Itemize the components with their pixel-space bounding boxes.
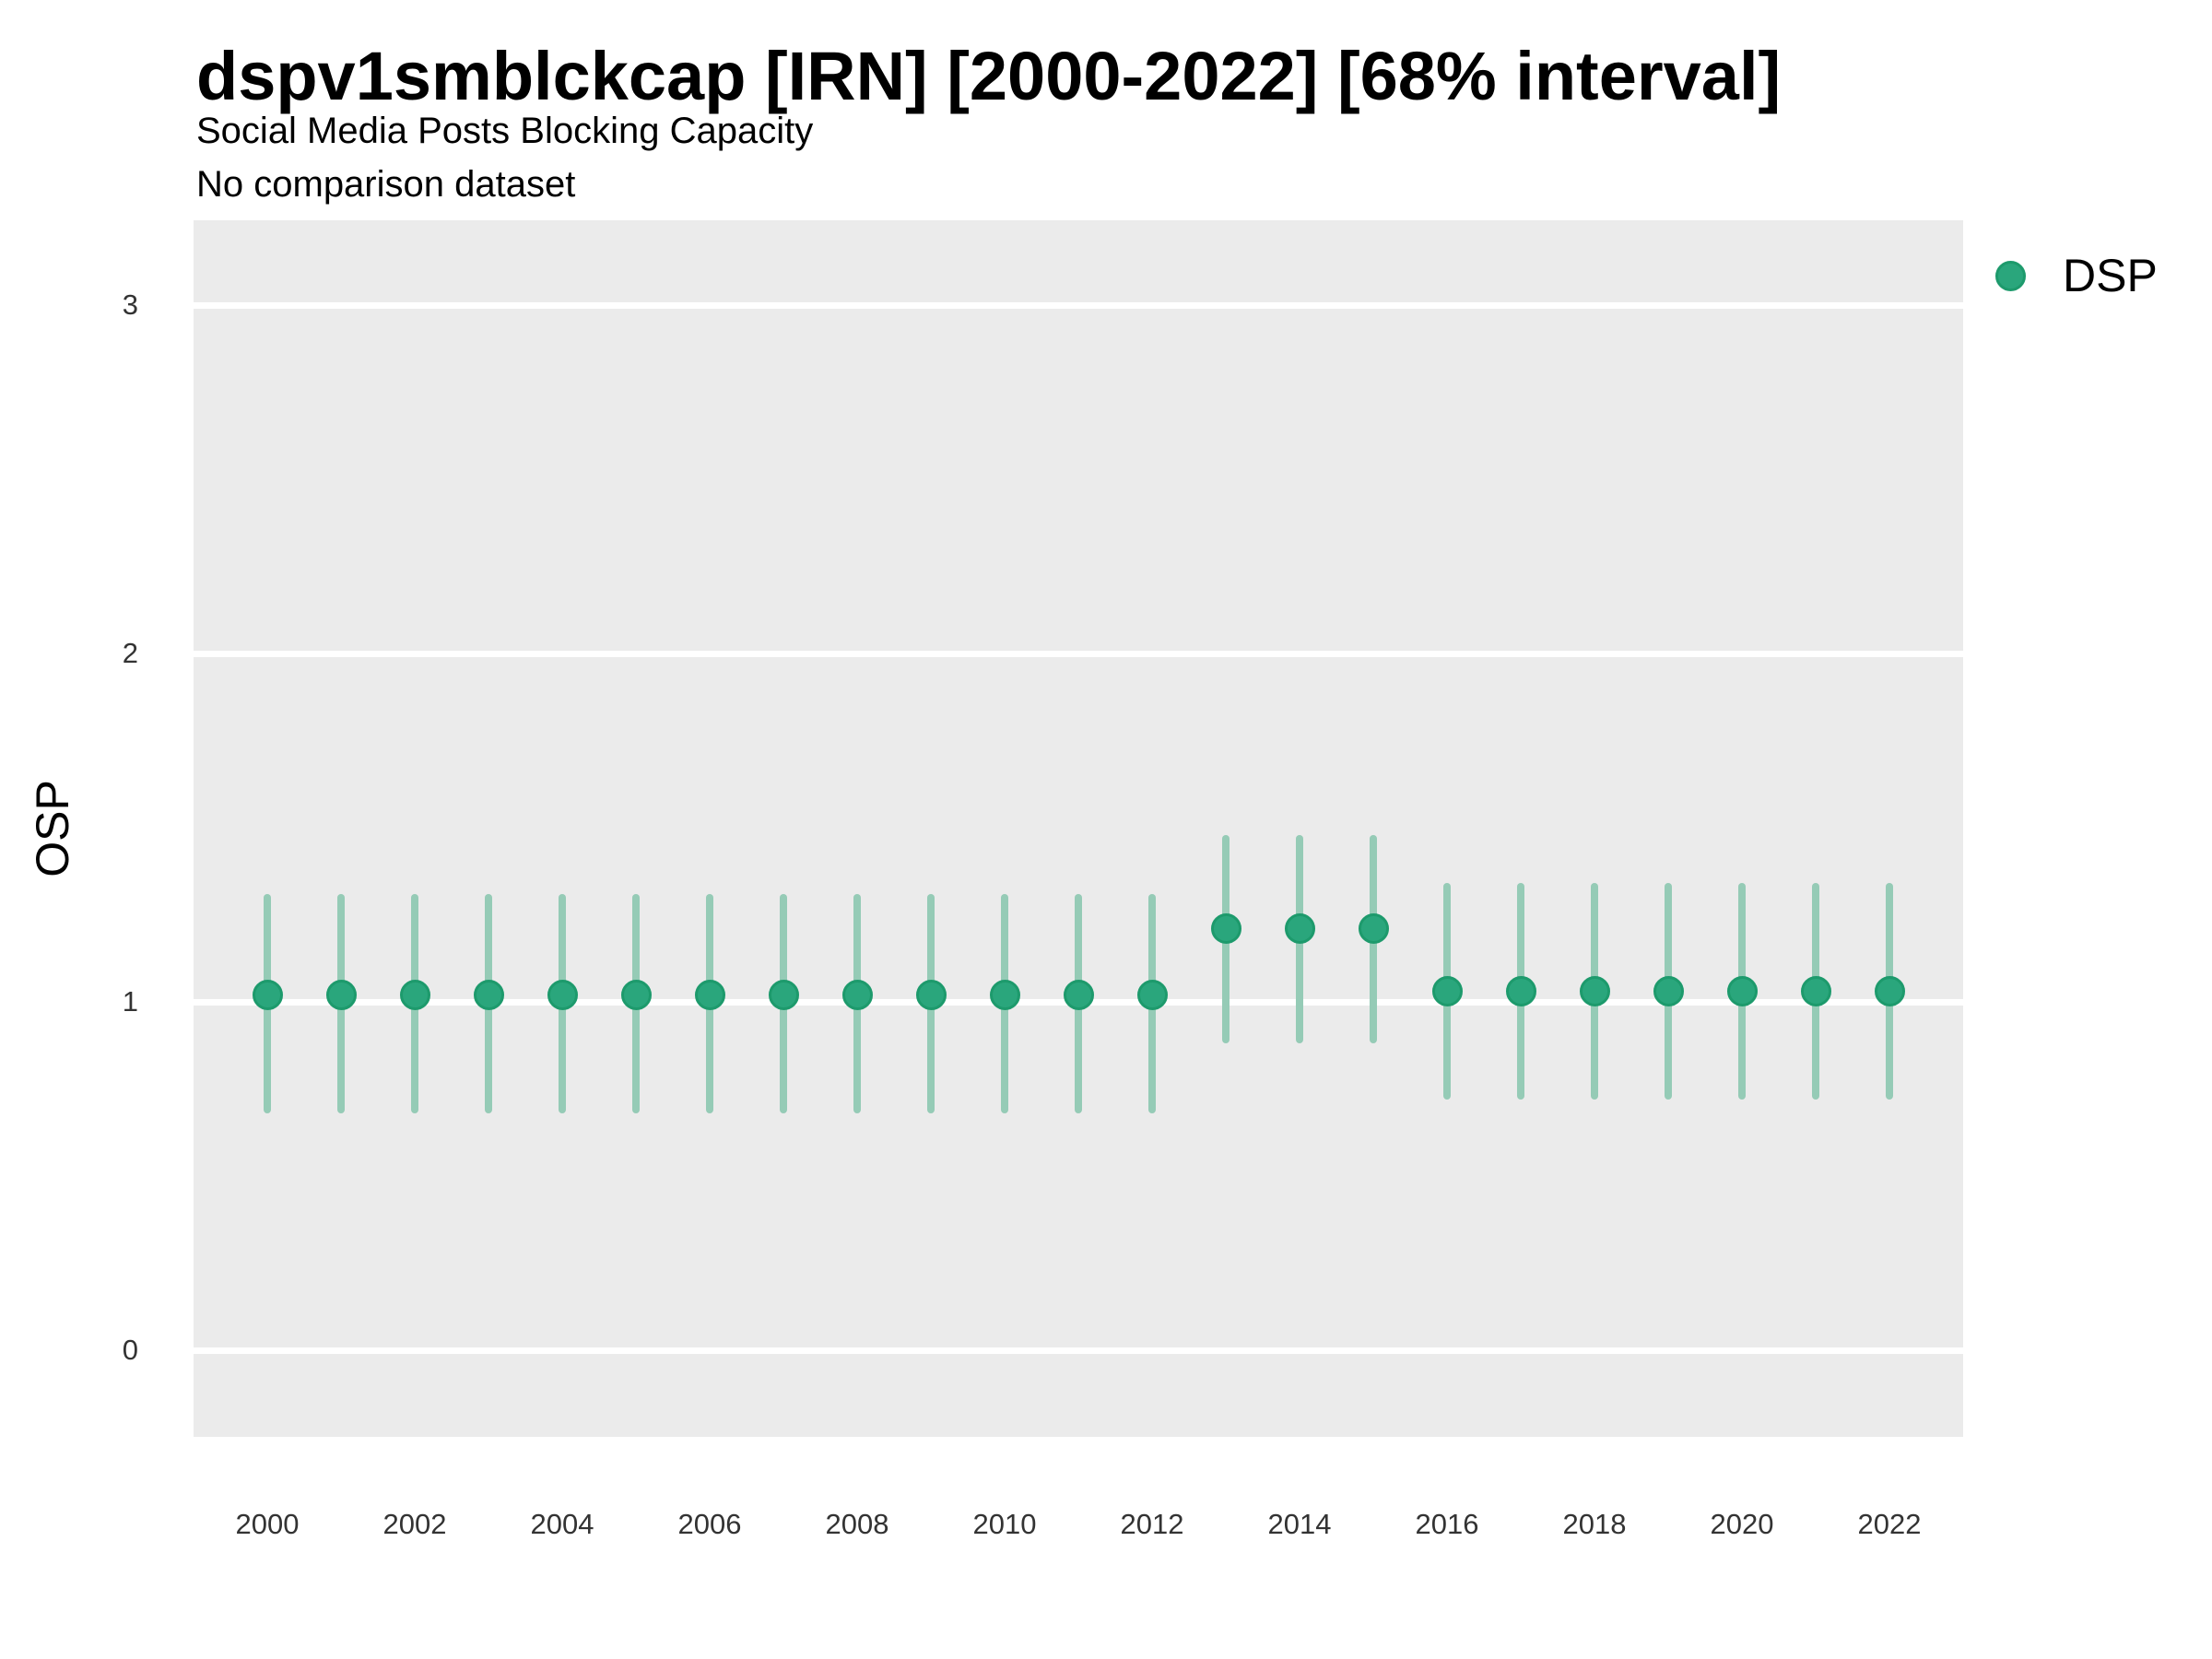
x-tick-label-2004: 2004 <box>530 1508 594 1540</box>
point-2015 <box>1358 913 1389 945</box>
point-2009 <box>915 979 947 1010</box>
y-tick-label-1: 1 <box>122 985 138 1018</box>
point-2010 <box>989 979 1020 1010</box>
x-tick-label-2022: 2022 <box>1857 1508 1922 1540</box>
point-2001 <box>325 979 357 1010</box>
x-tick-label-2008: 2008 <box>825 1508 889 1540</box>
y-tick-label-0: 0 <box>122 1334 138 1366</box>
point-2011 <box>1063 979 1094 1010</box>
legend-label: DSP <box>2063 250 2158 301</box>
point-2022 <box>1874 976 1905 1007</box>
point-2007 <box>768 979 799 1010</box>
point-2005 <box>620 979 652 1010</box>
x-tick-label-2002: 2002 <box>382 1508 447 1540</box>
gridline-y-3 <box>194 301 1963 309</box>
point-2008 <box>841 979 873 1010</box>
x-tick-label-2014: 2014 <box>1267 1508 1332 1540</box>
point-2020 <box>1726 976 1758 1007</box>
gridline-y-0 <box>194 1347 1963 1354</box>
point-2019 <box>1653 976 1684 1007</box>
chart-title: dspv1smblckcap [IRN] [2000-2022] [68% in… <box>196 38 1782 114</box>
x-tick-label-2010: 2010 <box>972 1508 1037 1540</box>
point-2014 <box>1284 913 1315 945</box>
x-tick-label-2012: 2012 <box>1120 1508 1184 1540</box>
point-2004 <box>547 979 578 1010</box>
x-tick-label-2016: 2016 <box>1415 1508 1479 1540</box>
chart-subtitle: Social Media Posts Blocking Capacity <box>196 111 814 151</box>
point-2003 <box>473 979 504 1010</box>
point-2006 <box>694 979 725 1010</box>
y-tick-label-2: 2 <box>122 637 138 669</box>
x-tick-label-2000: 2000 <box>235 1508 300 1540</box>
point-2002 <box>399 979 430 1010</box>
chart-note: No comparison dataset <box>196 164 576 205</box>
gridline-y-2 <box>194 650 1963 657</box>
point-2016 <box>1431 976 1463 1007</box>
point-2021 <box>1800 976 1831 1007</box>
x-tick-label-2020: 2020 <box>1710 1508 1774 1540</box>
point-2018 <box>1579 976 1610 1007</box>
point-2013 <box>1210 913 1241 945</box>
plot-panel <box>194 220 1963 1437</box>
x-tick-label-2006: 2006 <box>677 1508 742 1540</box>
y-tick-label-3: 3 <box>122 288 138 321</box>
x-tick-label-2018: 2018 <box>1562 1508 1627 1540</box>
point-2012 <box>1136 979 1168 1010</box>
point-2017 <box>1505 976 1536 1007</box>
legend-point-icon <box>1995 261 2026 291</box>
point-2000 <box>252 979 283 1010</box>
y-axis-title: OSP <box>27 780 78 877</box>
